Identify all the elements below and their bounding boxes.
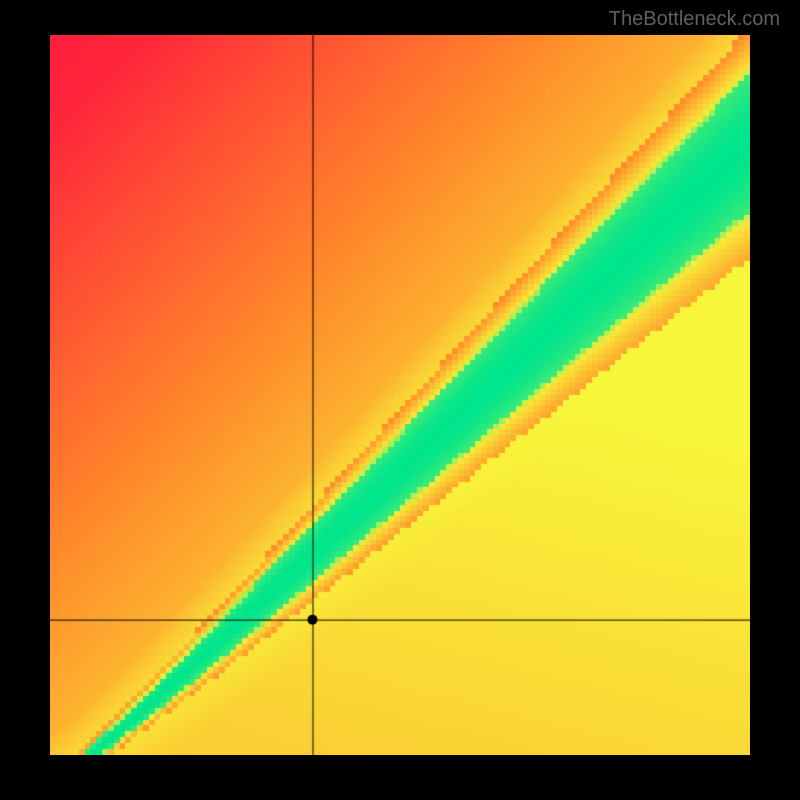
heatmap-plot [50,35,750,755]
heatmap-canvas [50,35,750,755]
watermark-text: TheBottleneck.com [609,8,780,31]
